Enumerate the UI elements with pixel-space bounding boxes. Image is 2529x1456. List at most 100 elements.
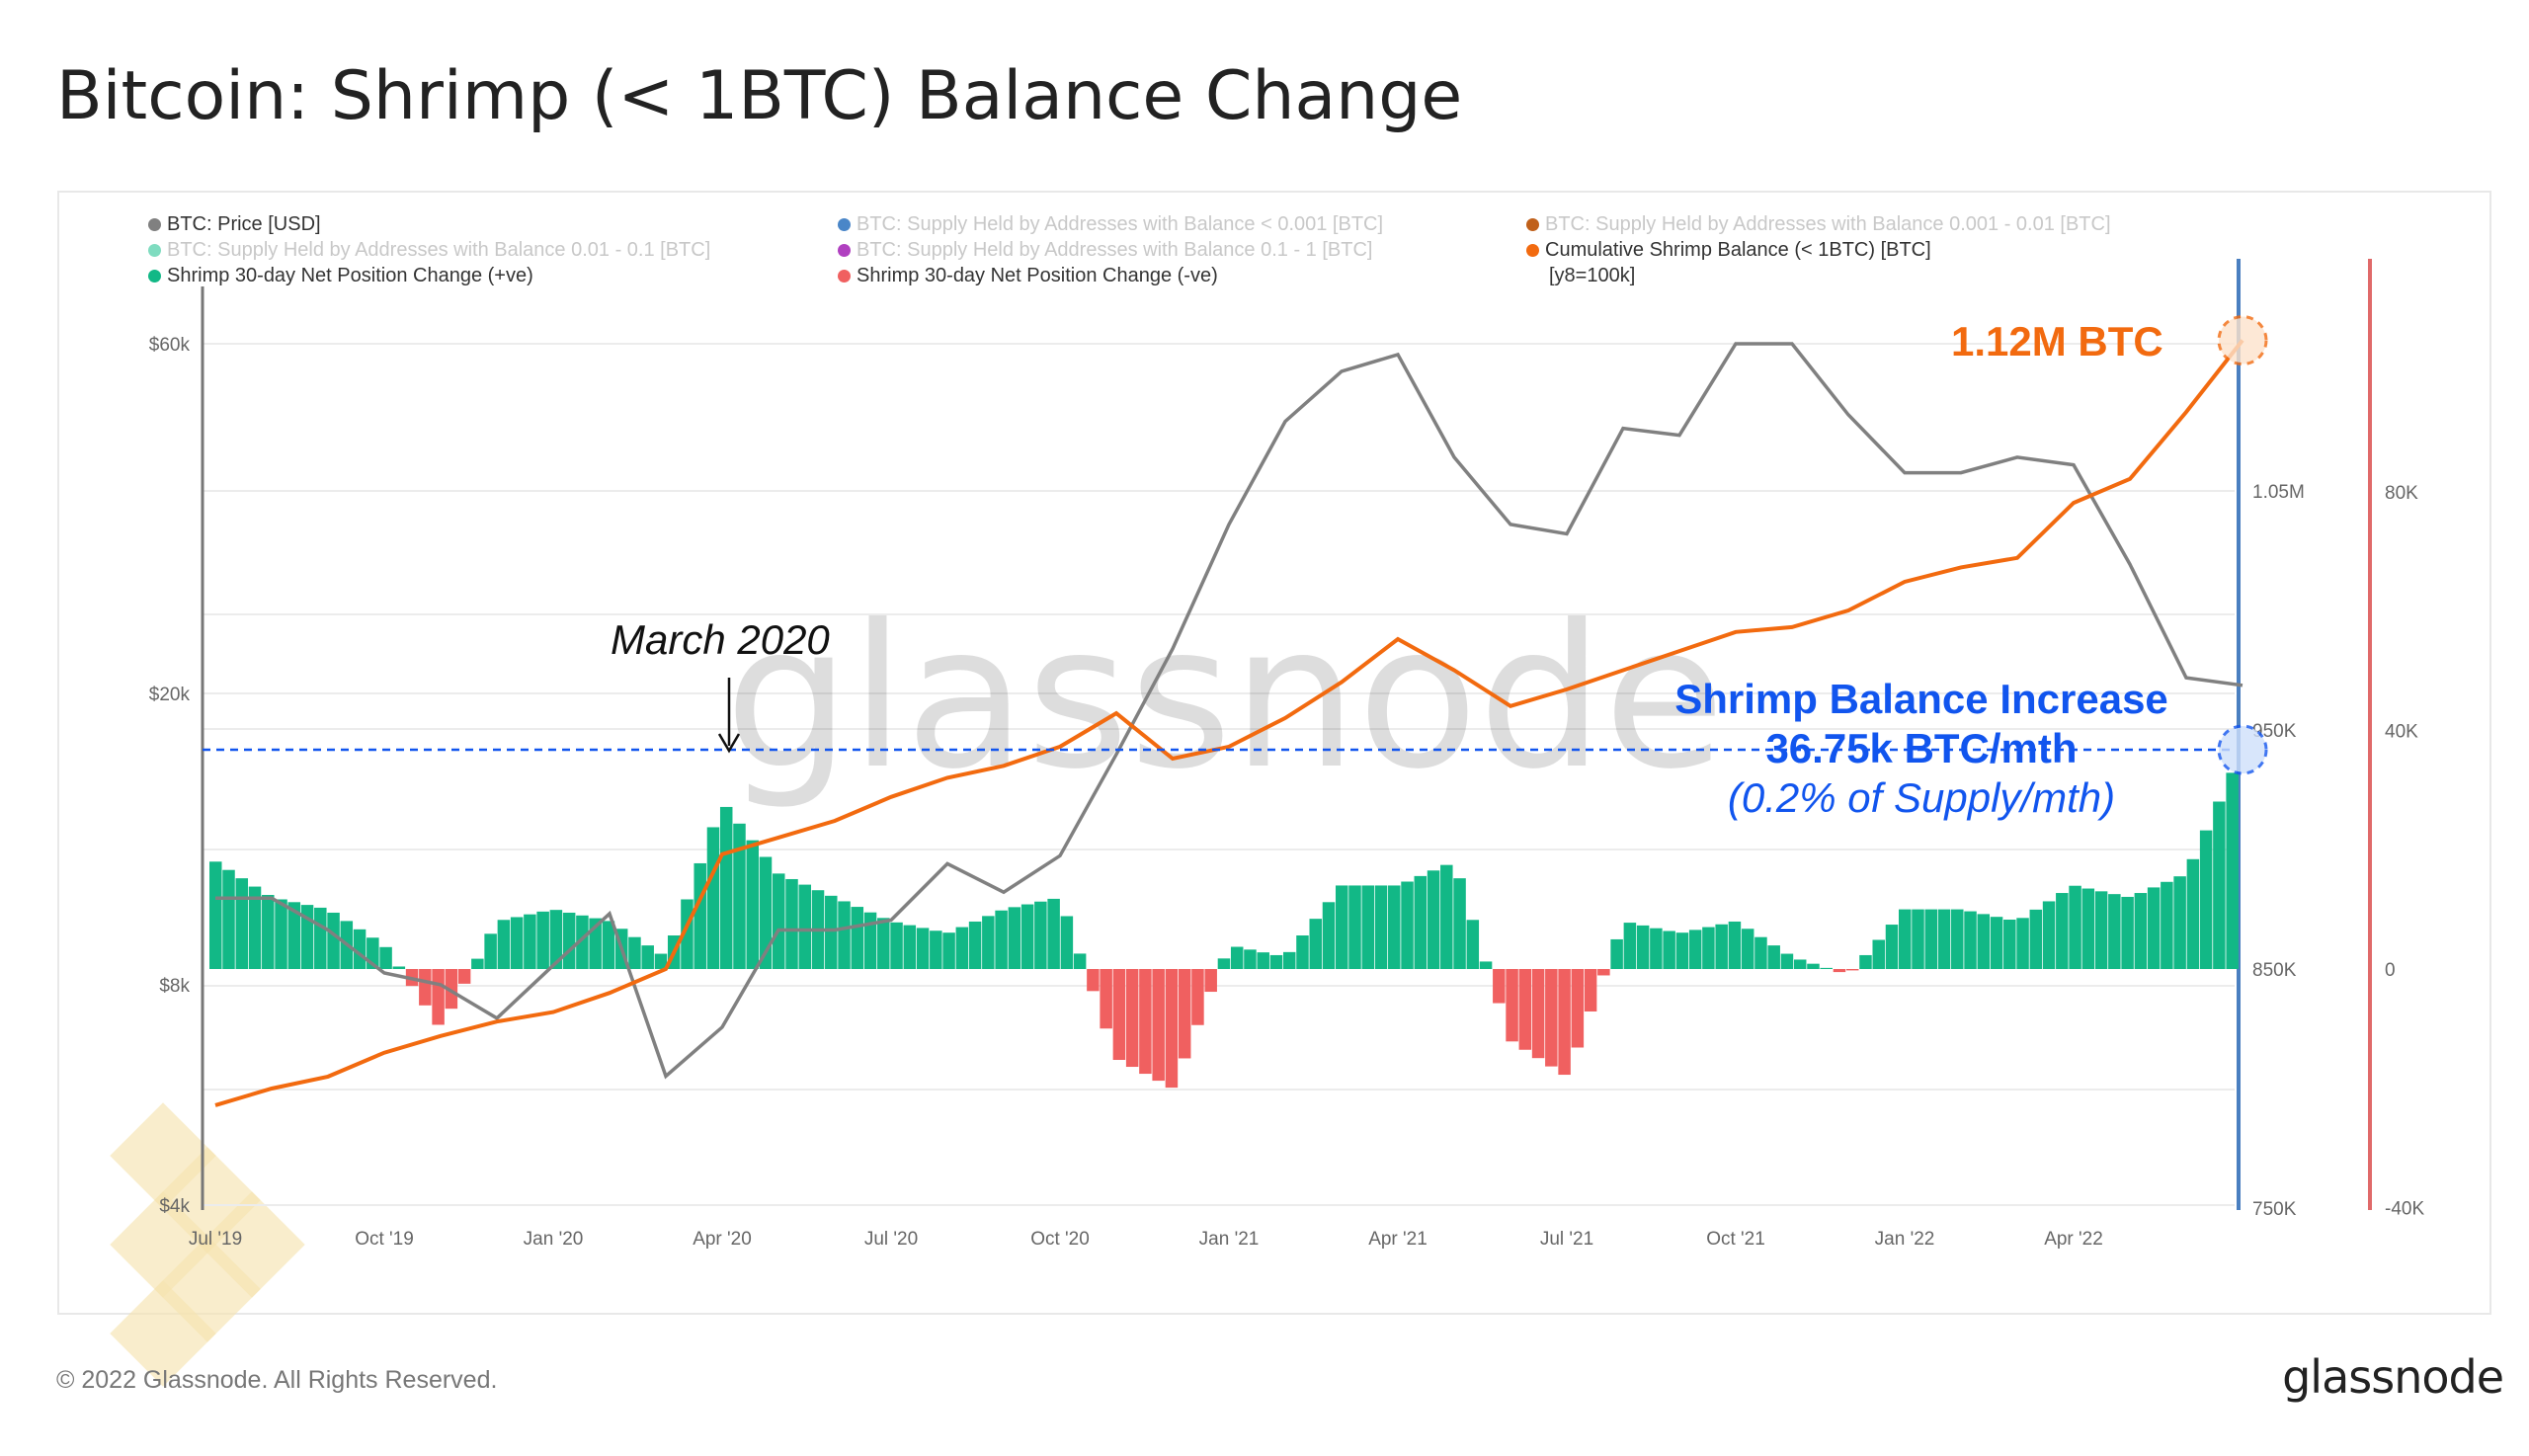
net-position-bar bbox=[877, 918, 890, 969]
net-position-bar bbox=[1269, 954, 1283, 969]
net-position-bar bbox=[2094, 891, 2108, 969]
x-axis-tick: Jul '19 bbox=[189, 1229, 242, 1250]
net-position-bar bbox=[746, 840, 759, 969]
net-position-bar bbox=[262, 894, 275, 969]
annotation-increase-title: Shrimp Balance Increase bbox=[1674, 676, 2168, 722]
net-position-bar bbox=[1479, 961, 1493, 969]
net-position-bar bbox=[1139, 969, 1152, 1075]
net-position-bar bbox=[524, 914, 536, 969]
net-position-bar bbox=[1885, 925, 1899, 969]
net-position-bar bbox=[863, 912, 877, 969]
net-position-bar bbox=[379, 946, 392, 969]
net-position-bar bbox=[549, 910, 563, 969]
net-position-bar bbox=[628, 936, 641, 969]
net-position-bar bbox=[1309, 919, 1322, 969]
net-position-bar bbox=[576, 915, 589, 969]
left-axis-tick: $60k bbox=[149, 335, 191, 356]
net-position-bar bbox=[2173, 876, 2186, 969]
annotation-increase-pct: (0.2% of Supply/mth) bbox=[1727, 774, 2116, 821]
net-position-bar bbox=[1165, 969, 1179, 1089]
increase-highlight-circle bbox=[2217, 724, 2268, 775]
net-position-bar bbox=[327, 912, 340, 969]
legend-item[interactable]: Shrimp 30-day Net Position Change (-ve) bbox=[838, 265, 1218, 287]
net-position-bar bbox=[602, 921, 615, 969]
net-position-bar bbox=[1924, 909, 1938, 969]
net-position-bar bbox=[1833, 969, 1846, 973]
legend-label: BTC: Price [USD] bbox=[167, 213, 321, 235]
net-position-bar bbox=[510, 917, 524, 969]
net-position-bar bbox=[2134, 893, 2148, 969]
net-position-bar bbox=[1034, 901, 1047, 969]
legend-item[interactable]: BTC: Supply Held by Addresses with Balan… bbox=[148, 239, 710, 262]
net-position-bar bbox=[1087, 969, 1100, 992]
net-position-bar bbox=[1636, 925, 1650, 969]
net-position-bar bbox=[1112, 969, 1126, 1061]
arrow-head-icon bbox=[717, 733, 741, 754]
net-position-bar bbox=[2147, 887, 2161, 969]
net-position-bar bbox=[314, 907, 327, 969]
legend-item[interactable]: BTC: Price [USD] bbox=[148, 213, 321, 236]
legend-label: BTC: Supply Held by Addresses with Balan… bbox=[857, 213, 1384, 235]
net-position-bar bbox=[1453, 878, 1466, 969]
net-position-bar bbox=[1230, 946, 1244, 969]
legend-label: BTC: Supply Held by Addresses with Balan… bbox=[1545, 213, 2111, 235]
net-position-bar bbox=[1859, 954, 1872, 969]
net-position-bar bbox=[1584, 969, 1597, 1011]
legend-item[interactable]: [y8=100k] bbox=[1549, 265, 1635, 287]
net-position-bar bbox=[1807, 963, 1820, 969]
net-position-bar bbox=[1204, 969, 1217, 993]
net-position-bar bbox=[432, 969, 445, 1025]
net-position-bar bbox=[287, 902, 301, 969]
net-position-bar bbox=[1282, 951, 1296, 969]
net-position-bar bbox=[1518, 969, 1532, 1050]
net-position-bar bbox=[1191, 969, 1204, 1025]
legend-label: BTC: Supply Held by Addresses with Balan… bbox=[857, 239, 1373, 261]
net-position-bar bbox=[1793, 959, 1807, 969]
net-position-bar bbox=[1899, 909, 1912, 969]
net-position-bar bbox=[209, 861, 222, 969]
net-position-bar bbox=[1060, 916, 1074, 969]
net-position-bar bbox=[1741, 929, 1754, 969]
cumulative-balance-line bbox=[214, 339, 2244, 1107]
net-position-bar bbox=[1951, 909, 1964, 969]
x-axis-tick: Oct '19 bbox=[355, 1229, 414, 1250]
chart-frame bbox=[57, 191, 2491, 1315]
net-position-bar bbox=[2121, 896, 2134, 969]
legend-dot-icon bbox=[838, 270, 851, 283]
legend-item[interactable]: Cumulative Shrimp Balance (< 1BTC) [BTC] bbox=[1526, 239, 1931, 262]
x-axis-tick: Jul '21 bbox=[1540, 1229, 1593, 1250]
net-position-bar bbox=[798, 884, 812, 969]
net-position-bar bbox=[2016, 918, 2029, 969]
net-position-bar bbox=[1506, 969, 1518, 1042]
net-position-bar bbox=[1610, 938, 1623, 969]
legend-item[interactable]: BTC: Supply Held by Addresses with Balan… bbox=[838, 239, 1372, 262]
legend-item[interactable]: BTC: Supply Held by Addresses with Balan… bbox=[1526, 213, 2111, 236]
net-position-bar bbox=[1414, 875, 1428, 969]
net-position-bar bbox=[1401, 881, 1414, 969]
net-position-bar bbox=[222, 869, 235, 969]
net-position-bar bbox=[1257, 952, 1269, 969]
net-position-bar bbox=[1374, 885, 1388, 969]
net-position-bar bbox=[942, 932, 955, 969]
x-axis-tick: Jan '21 bbox=[1199, 1229, 1260, 1250]
net-position-bar bbox=[1336, 885, 1348, 969]
net-position-bar bbox=[1571, 969, 1585, 1048]
net-position-bar bbox=[1820, 967, 1833, 969]
legend-item[interactable]: Shrimp 30-day Net Position Change (+ve) bbox=[148, 265, 533, 287]
x-axis-tick: Oct '20 bbox=[1030, 1229, 1090, 1250]
net-position-bar bbox=[825, 895, 838, 969]
net-position-bar bbox=[1427, 870, 1440, 969]
net-position-bar bbox=[1597, 969, 1610, 976]
net-position-bar bbox=[1100, 969, 1112, 1029]
net-position-bar bbox=[1361, 885, 1375, 969]
net-position-bar bbox=[719, 806, 733, 969]
annotation-balance: 1.12M BTC bbox=[1951, 318, 2163, 364]
glassnode-logo: glassnode bbox=[2282, 1350, 2504, 1404]
net-position-bar bbox=[641, 945, 654, 969]
net-position-bar bbox=[248, 886, 262, 969]
net-position-bar bbox=[1493, 969, 1506, 1004]
legend-item[interactable]: BTC: Supply Held by Addresses with Balan… bbox=[838, 213, 1383, 236]
x-axis-tick: Apr '21 bbox=[1368, 1229, 1428, 1250]
net-position-bar bbox=[392, 966, 406, 969]
